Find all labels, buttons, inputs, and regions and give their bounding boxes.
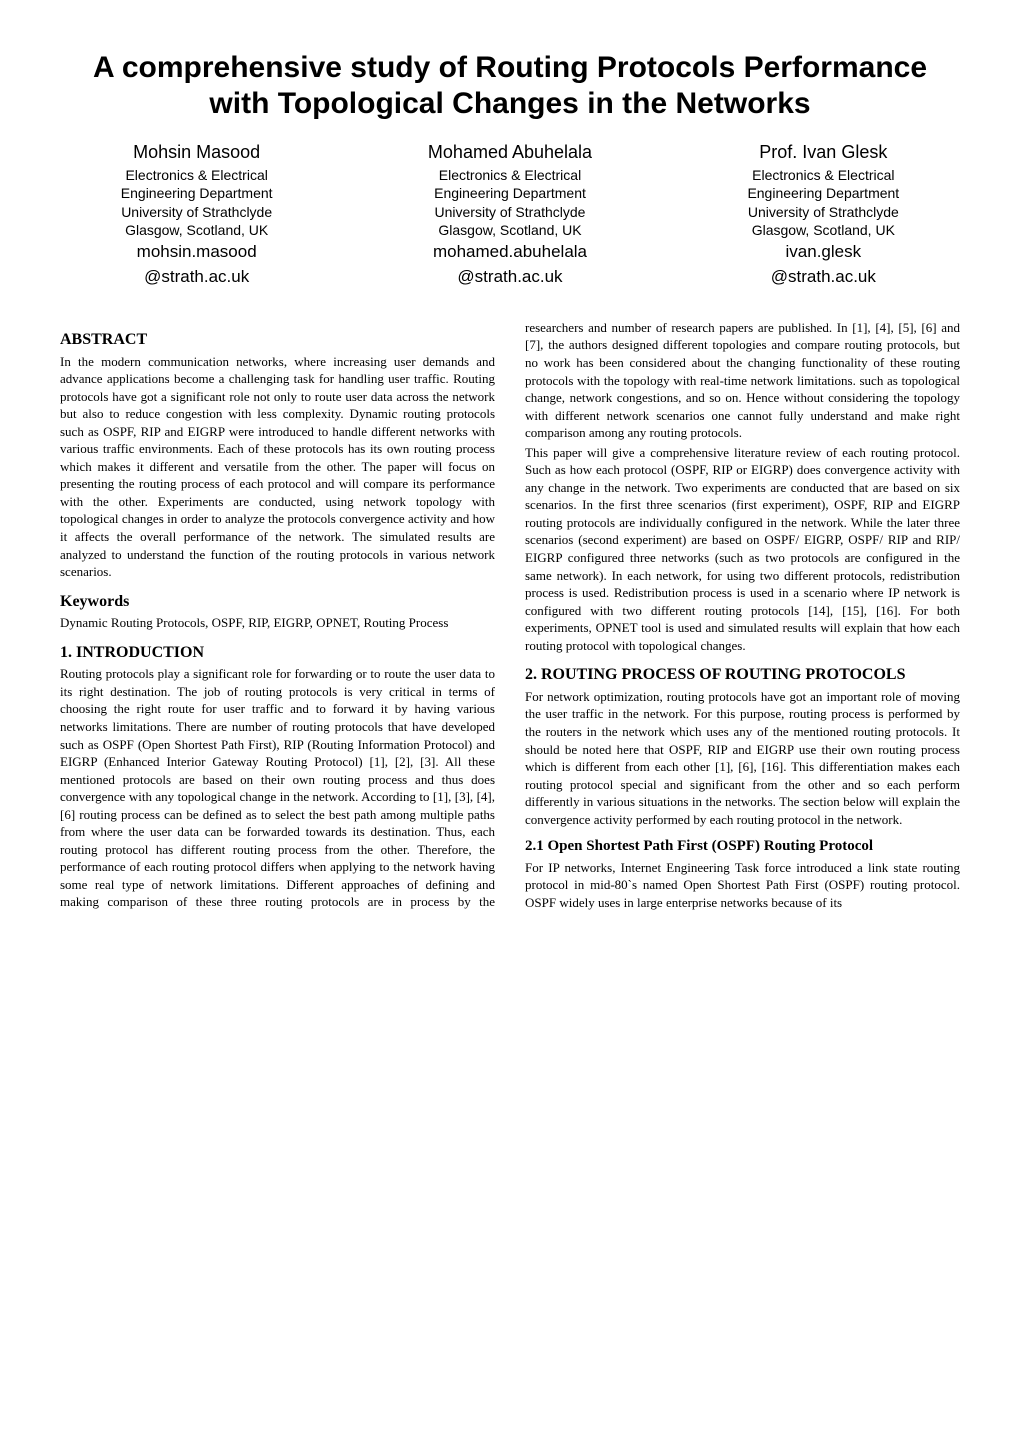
author-affil-line: Engineering Department [60,184,333,202]
author-name: Mohamed Abuhelala [373,140,646,164]
author-email-line: @strath.ac.uk [373,266,646,289]
section-2-1-text: For IP networks, Internet Engineering Ta… [525,859,960,912]
author-email-line: ivan.glesk [687,241,960,264]
author-email-line: @strath.ac.uk [60,266,333,289]
introduction-heading: 1. INTRODUCTION [60,642,495,664]
introduction-text-2: This paper will give a comprehensive lit… [525,444,960,655]
author-email-line: mohsin.masood [60,241,333,264]
body-columns: ABSTRACT In the modern communication net… [60,319,960,912]
author-block-3: Prof. Ivan Glesk Electronics & Electrica… [687,140,960,289]
author-affil-line: Engineering Department [373,184,646,202]
author-block-1: Mohsin Masood Electronics & Electrical E… [60,140,333,289]
paper-title: A comprehensive study of Routing Protoco… [60,50,960,122]
author-affil-line: Electronics & Electrical [373,166,646,184]
abstract-text: In the modern communication networks, wh… [60,353,495,581]
author-name: Mohsin Masood [60,140,333,164]
section-2-1-heading: 2.1 Open Shortest Path First (OSPF) Rout… [525,836,960,856]
author-affil-line: Electronics & Electrical [60,166,333,184]
author-affil-line: Electronics & Electrical [687,166,960,184]
author-affil-line: Glasgow, Scotland, UK [60,221,333,239]
section-2-text: For network optimization, routing protoc… [525,688,960,828]
author-affil-line: University of Strathclyde [373,203,646,221]
section-2-heading: 2. ROUTING PROCESS OF ROUTING PROTOCOLS [525,664,960,686]
author-affil-line: University of Strathclyde [60,203,333,221]
abstract-heading: ABSTRACT [60,329,495,351]
author-block-2: Mohamed Abuhelala Electronics & Electric… [373,140,646,289]
author-affil-line: University of Strathclyde [687,203,960,221]
keywords-text: Dynamic Routing Protocols, OSPF, RIP, EI… [60,614,495,632]
author-affil-line: Glasgow, Scotland, UK [687,221,960,239]
author-email-line: mohamed.abuhelala [373,241,646,264]
authors-row: Mohsin Masood Electronics & Electrical E… [60,140,960,289]
author-name: Prof. Ivan Glesk [687,140,960,164]
author-affil-line: Engineering Department [687,184,960,202]
keywords-heading: Keywords [60,591,495,613]
author-affil-line: Glasgow, Scotland, UK [373,221,646,239]
author-email-line: @strath.ac.uk [687,266,960,289]
